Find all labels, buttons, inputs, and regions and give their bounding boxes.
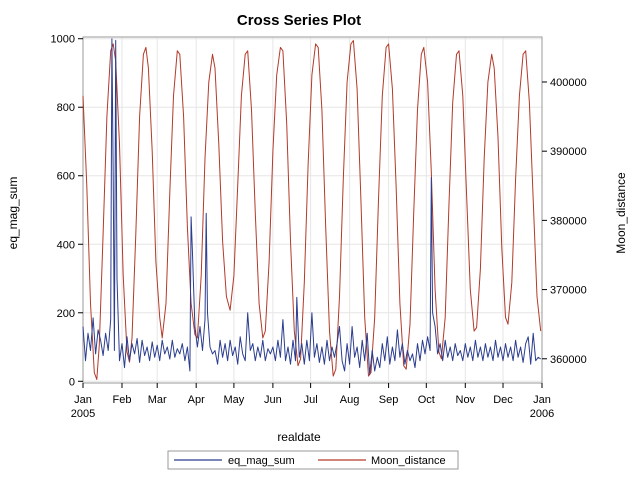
y-left-tick-label: 800 bbox=[57, 102, 75, 114]
y-right-tick-label: 360000 bbox=[550, 354, 587, 366]
x-tick-label: Nov bbox=[456, 394, 476, 406]
left-axis-label: eq_mag_sum bbox=[6, 177, 20, 250]
y-left-tick-label: 1000 bbox=[51, 34, 75, 46]
x-tick-label: Jan bbox=[533, 394, 551, 406]
x-tick-label: Sep bbox=[379, 394, 399, 406]
x-tick-label: Jan bbox=[74, 394, 92, 406]
x-tick-label: Jul bbox=[304, 394, 318, 406]
right-axis: 360000 370000 380000 390000 400000 bbox=[542, 77, 587, 366]
left-axis: 0 200 400 600 800 1000 bbox=[51, 34, 83, 388]
y-left-tick-label: 200 bbox=[57, 308, 75, 320]
x-tick-label: Mar bbox=[148, 394, 167, 406]
x-tick-label: May bbox=[224, 394, 245, 406]
y-right-tick-label: 390000 bbox=[550, 146, 587, 158]
x-tick-label: Dec bbox=[493, 394, 513, 406]
chart-title: Cross Series Plot bbox=[237, 12, 361, 29]
series-layer bbox=[82, 38, 542, 380]
x-axis: Jan 2005 Feb Mar Apr May Jun Jul Aug Sep Oct Nov Dec… bbox=[71, 383, 554, 420]
y-right-tick-label: 400000 bbox=[550, 77, 587, 89]
x-tick-year-label: 2006 bbox=[530, 408, 554, 420]
legend-box bbox=[167, 450, 459, 470]
y-left-tick-label: 400 bbox=[57, 239, 75, 251]
x-tick-label: Apr bbox=[188, 394, 205, 406]
x-tick-year-label: 2005 bbox=[71, 408, 95, 420]
x-tick-label: Oct bbox=[418, 394, 435, 406]
x-tick-label: Jun bbox=[264, 394, 282, 406]
y-left-tick-label: 600 bbox=[57, 171, 75, 183]
series-line-eq-mag-sum bbox=[82, 38, 541, 375]
y-left-tick-label: 0 bbox=[69, 376, 75, 388]
right-axis-label: Moon_distance bbox=[614, 172, 628, 254]
y-right-tick-label: 370000 bbox=[550, 285, 587, 297]
legend-label-moon-distance: Moon_distance bbox=[371, 455, 446, 467]
y-right-tick-label: 380000 bbox=[550, 215, 587, 227]
series-line-moon-distance bbox=[82, 40, 542, 380]
plot-area bbox=[82, 36, 543, 384]
x-tick-label: Aug bbox=[340, 394, 360, 406]
x-axis-label: realdate bbox=[277, 430, 321, 444]
legend-label-eq-mag-sum: eq_mag_sum bbox=[228, 455, 295, 467]
x-tick-label: Feb bbox=[112, 394, 131, 406]
legend: eq_mag_sum Moon_distance bbox=[167, 450, 459, 470]
